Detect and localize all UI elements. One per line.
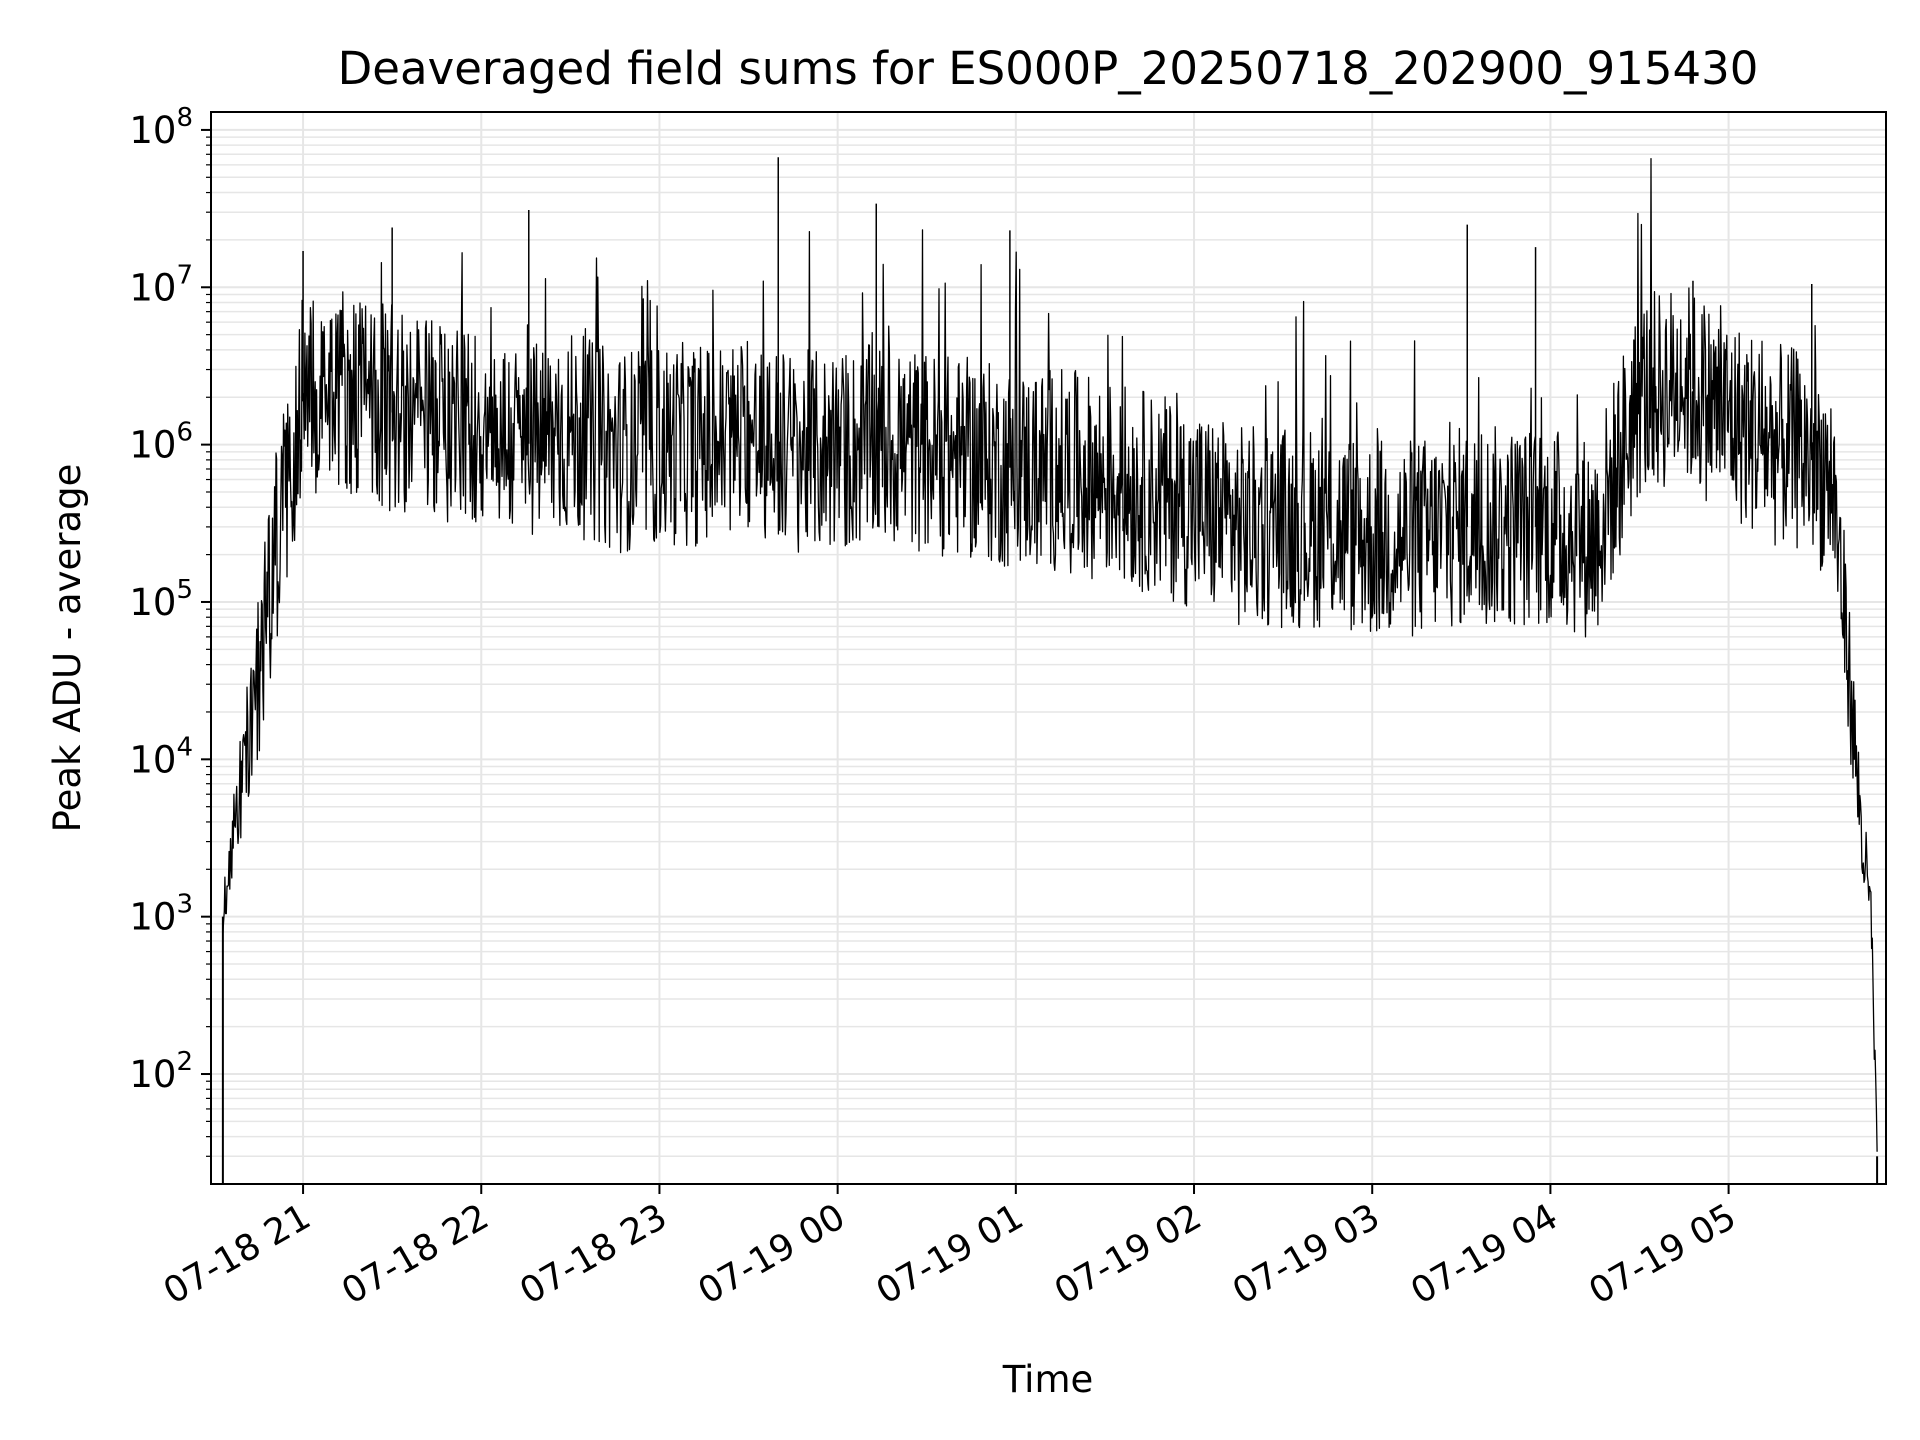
plot-frame <box>210 111 1887 1185</box>
y-tick-label: 104 <box>129 732 193 781</box>
y-axis-label: Peak ADU - average <box>46 464 89 833</box>
series-line <box>222 158 1878 1152</box>
y-tick-label: 105 <box>129 575 193 624</box>
y-tick-label: 107 <box>129 260 193 309</box>
x-tick-label: 07-19 00 <box>691 1196 852 1312</box>
x-axis-label: Time <box>1002 1358 1094 1401</box>
series-layer <box>221 157 1879 1184</box>
y-tick-label: 106 <box>129 418 193 467</box>
x-tick-label: 07-19 01 <box>870 1196 1031 1312</box>
y-tick-label: 103 <box>129 890 193 939</box>
y-tick-label: 102 <box>129 1047 193 1096</box>
x-tick-label: 07-18 22 <box>335 1196 496 1312</box>
y-tick-label: 108 <box>129 103 193 152</box>
x-tick-label: 07-19 04 <box>1404 1196 1565 1312</box>
x-tick-label: 07-19 05 <box>1582 1196 1743 1312</box>
x-tick-label: 07-18 23 <box>513 1196 674 1312</box>
x-tick-label: 07-19 03 <box>1226 1196 1387 1312</box>
x-axis: 07-18 21 07-18 22 07-18 23 07-19 00 07-19 01… <box>157 1184 1743 1313</box>
y-axis: 102 103 104 105 106 107 108 <box>129 103 211 1157</box>
x-tick-label: 07-19 02 <box>1048 1196 1209 1312</box>
x-tick-label: 07-18 21 <box>157 1196 318 1312</box>
chart-title: Deaveraged field sums for ES000P_2025071… <box>338 42 1759 95</box>
